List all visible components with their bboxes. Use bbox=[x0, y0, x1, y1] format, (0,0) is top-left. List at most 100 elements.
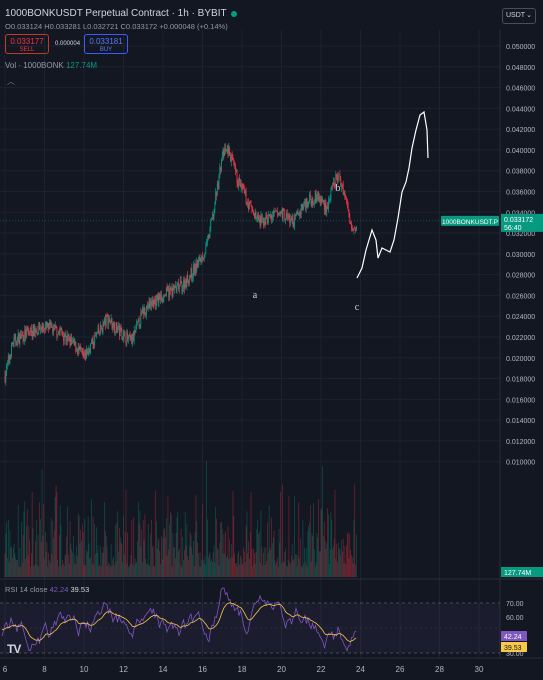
volume-bar bbox=[334, 489, 336, 577]
volume-bar bbox=[123, 554, 125, 577]
volume-bar bbox=[287, 560, 289, 577]
currency-selector[interactable]: USDT ⌄ bbox=[502, 8, 536, 24]
volume-bar bbox=[154, 565, 156, 577]
volume-bar bbox=[111, 565, 113, 577]
candle-body bbox=[30, 327, 31, 333]
candle-body bbox=[187, 274, 189, 281]
volume-bar bbox=[354, 483, 356, 577]
candle-body bbox=[286, 213, 288, 217]
volume-bar bbox=[63, 565, 65, 577]
volume-bar bbox=[257, 519, 258, 577]
candle-body bbox=[81, 350, 83, 353]
volume-bar bbox=[26, 509, 28, 577]
candle-body bbox=[355, 228, 356, 232]
volume-bar bbox=[147, 563, 148, 577]
sell-button[interactable]: 0.033177 SELL bbox=[5, 34, 49, 54]
candle-body bbox=[86, 349, 87, 359]
volume-bar bbox=[188, 559, 189, 577]
volume-bar bbox=[275, 564, 277, 577]
candle-body bbox=[19, 334, 21, 345]
volume-bar bbox=[355, 564, 356, 577]
volume-bar bbox=[175, 532, 177, 577]
volume-bar bbox=[123, 515, 124, 577]
volume-bar bbox=[169, 524, 170, 577]
candle-body bbox=[278, 213, 280, 215]
volume-bar bbox=[247, 553, 249, 577]
volume-bar bbox=[332, 546, 334, 577]
volume-bar bbox=[256, 529, 258, 577]
rsi-legend[interactable]: RSI 14 close 42.24 39.53 bbox=[5, 585, 89, 594]
volume-bar bbox=[19, 548, 21, 577]
candle-body bbox=[266, 215, 268, 220]
volume-bar bbox=[30, 566, 31, 577]
volume-bar bbox=[331, 520, 333, 577]
candle-body bbox=[142, 308, 143, 313]
volume-bar bbox=[309, 522, 310, 577]
volume-bar bbox=[293, 559, 295, 577]
volume-bar bbox=[310, 561, 312, 577]
volume-bar bbox=[188, 545, 190, 577]
candle-body bbox=[325, 203, 327, 212]
buy-button[interactable]: 0.033181 BUY bbox=[84, 34, 128, 54]
candle-body bbox=[318, 192, 319, 201]
volume-bar bbox=[6, 522, 7, 577]
volume-bar bbox=[193, 566, 195, 577]
volume-bar bbox=[156, 548, 158, 577]
candle-body bbox=[8, 356, 10, 360]
time-tick-label: 18 bbox=[238, 665, 247, 674]
candle-body bbox=[174, 285, 176, 288]
volume-legend[interactable]: Vol · 1000BONK 127.74M bbox=[5, 61, 97, 70]
candle-body bbox=[179, 285, 180, 289]
candle-body bbox=[197, 260, 199, 268]
candle-body bbox=[209, 230, 211, 238]
volume-bar bbox=[314, 549, 315, 577]
candle-body bbox=[122, 338, 124, 340]
volume-bar bbox=[31, 492, 33, 577]
candle-body bbox=[297, 211, 299, 214]
candle-body bbox=[287, 215, 289, 217]
volume-bar bbox=[79, 543, 81, 577]
tradingview-logo[interactable]: TV bbox=[7, 642, 21, 656]
volume-bar bbox=[309, 505, 311, 577]
candle-body bbox=[23, 339, 25, 342]
candle-body bbox=[62, 332, 64, 336]
candle-body bbox=[44, 328, 45, 331]
volume-bar bbox=[174, 546, 175, 577]
volume-bar bbox=[246, 511, 248, 577]
volume-bar bbox=[321, 509, 323, 577]
volume-bar bbox=[40, 519, 41, 577]
volume-bar bbox=[205, 565, 207, 577]
candle-body bbox=[326, 206, 328, 212]
volume-bar bbox=[12, 547, 14, 577]
candle-body bbox=[304, 201, 305, 204]
volume-bar bbox=[165, 518, 167, 577]
volume-bar bbox=[120, 542, 122, 577]
volume-bar bbox=[291, 555, 292, 577]
price-tick-label: 0.020000 bbox=[506, 356, 535, 363]
candle-body bbox=[141, 312, 143, 313]
candle-body bbox=[14, 335, 16, 337]
candle-body bbox=[117, 329, 119, 333]
candle-body bbox=[203, 256, 205, 259]
candle-body bbox=[216, 183, 218, 196]
volume-bar bbox=[235, 562, 237, 577]
symbol-title[interactable]: 1000BONKUSDT Perpetual Contract · 1h · B… bbox=[5, 8, 227, 19]
candle-body bbox=[239, 181, 241, 188]
time-tick-label: 14 bbox=[159, 665, 168, 674]
volume-bar bbox=[336, 543, 337, 577]
candle-body bbox=[22, 335, 24, 342]
collapse-legend-icon[interactable]: ︿ bbox=[7, 77, 15, 86]
candle-body bbox=[213, 209, 215, 216]
volume-bar bbox=[221, 521, 222, 577]
volume-bar bbox=[266, 560, 268, 577]
candle-body bbox=[47, 322, 49, 327]
volume-bar bbox=[136, 561, 138, 577]
sell-label: SELL bbox=[19, 47, 35, 53]
candle-body bbox=[124, 331, 126, 342]
volume-bar bbox=[35, 541, 36, 577]
candle-body bbox=[340, 179, 342, 187]
volume-bar bbox=[286, 565, 287, 577]
volume-bar bbox=[314, 566, 316, 577]
